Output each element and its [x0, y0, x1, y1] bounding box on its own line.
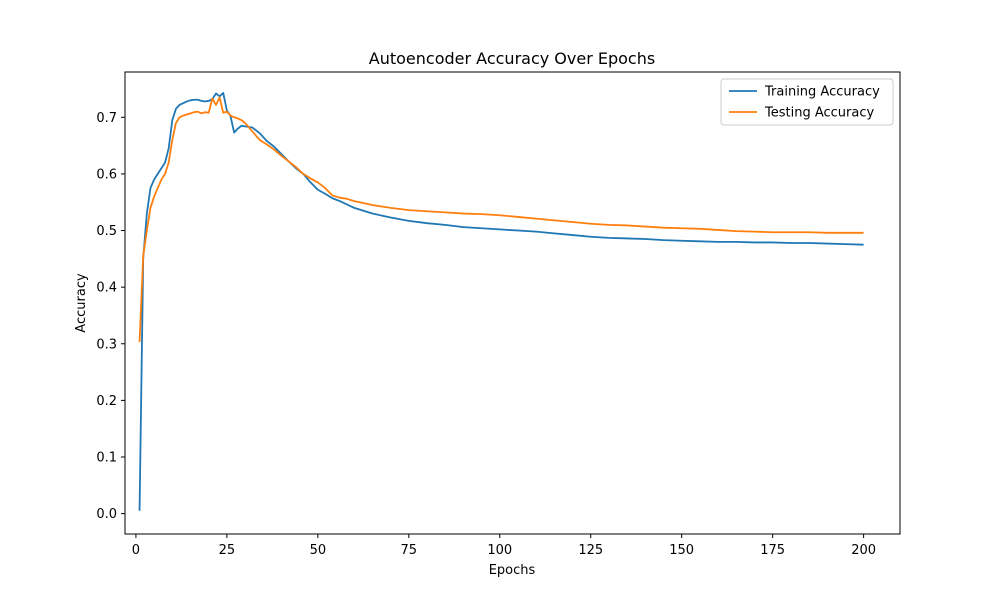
x-tick-label: 200	[851, 543, 876, 558]
y-axis-label: Accuracy	[74, 273, 89, 333]
x-tick-label: 100	[487, 543, 512, 558]
legend-label: Testing Accuracy	[764, 106, 874, 121]
chart-title: Autoencoder Accuracy Over Epochs	[369, 49, 655, 68]
y-tick-label: 0.1	[96, 451, 117, 466]
y-tick-label: 0.7	[96, 111, 117, 126]
x-tick-label: 125	[578, 543, 603, 558]
series-line-testing-accuracy	[138, 96, 864, 343]
x-tick-label: 150	[669, 543, 694, 558]
x-axis: 0 25 50 75 100 125 150 175 200	[132, 534, 876, 558]
x-axis-label: Epochs	[489, 563, 536, 578]
y-tick-label: 0.0	[96, 507, 117, 522]
y-tick-label: 0.3	[96, 337, 117, 352]
plot-frame	[124, 71, 901, 535]
legend-box	[720, 78, 894, 126]
x-tick-label: 75	[401, 543, 418, 558]
x-tick-label: 50	[310, 543, 327, 558]
x-tick-label: 0	[132, 543, 140, 558]
x-tick-label: 25	[219, 543, 236, 558]
x-tick-label: 175	[760, 543, 785, 558]
y-tick-label: 0.6	[96, 167, 117, 182]
series-line-training-accuracy	[138, 92, 864, 511]
y-tick-label: 0.5	[96, 224, 117, 239]
y-tick-label: 0.2	[96, 394, 117, 409]
series-layer	[138, 92, 864, 511]
legend-label: Training Accuracy	[764, 85, 880, 100]
y-tick-label: 0.4	[96, 281, 117, 296]
y-axis: 0.0 0.1 0.2 0.3 0.4 0.5 0.6 0.7	[96, 111, 125, 522]
legend: Training Accuracy Testing Accuracy	[720, 78, 894, 126]
